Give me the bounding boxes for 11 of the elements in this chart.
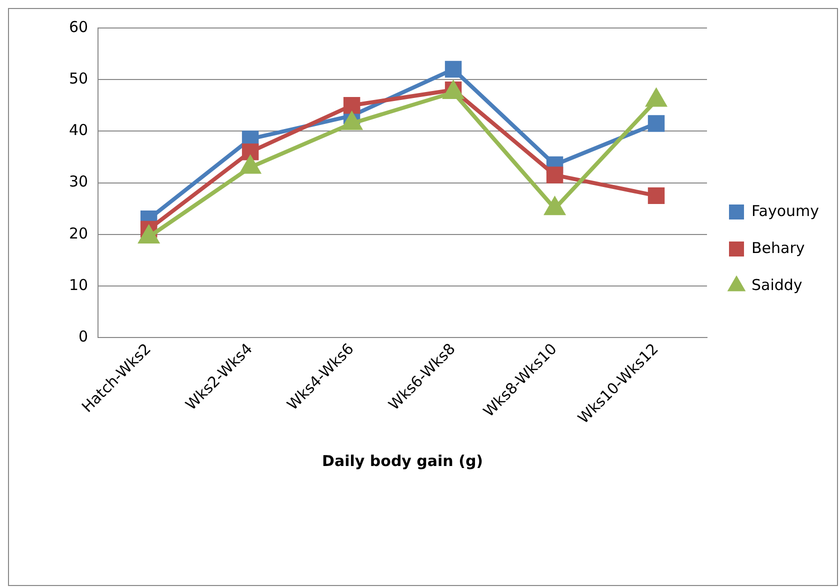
y-tick-label: 50 [68, 69, 88, 88]
x-axis-title: Daily body gain (g) [322, 452, 484, 470]
y-tick-label: 60 [68, 18, 88, 36]
y-tick-label: 30 [68, 172, 88, 191]
legend-label: Fayoumy [752, 202, 820, 220]
y-tick-label: 10 [68, 276, 88, 294]
y-tick-label: 20 [68, 224, 88, 242]
legend-label: Saiddy [752, 276, 802, 294]
legend-label: Behary [752, 238, 805, 257]
y-tick-label: 40 [68, 121, 88, 140]
y-tick-label: 0 [78, 327, 88, 346]
